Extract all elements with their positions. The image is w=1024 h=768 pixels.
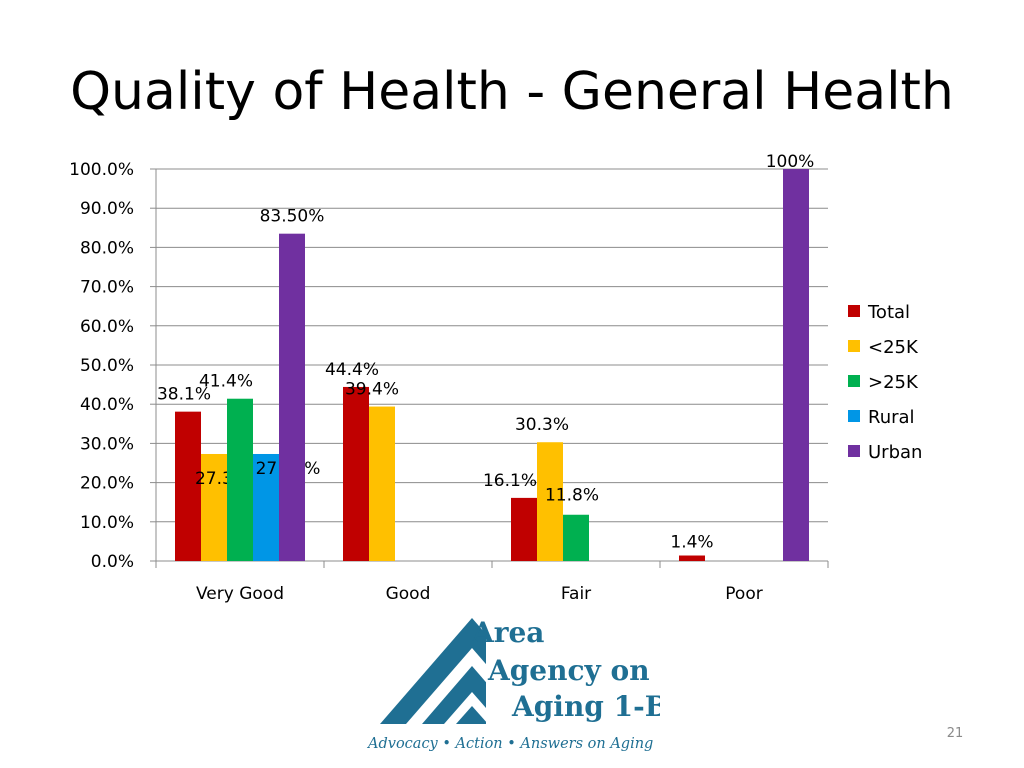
- bar: [227, 398, 253, 561]
- y-tick-label: 50.0%: [80, 356, 134, 376]
- data-label: 11.8%: [545, 486, 599, 506]
- y-tick-label: 90.0%: [80, 199, 134, 219]
- bar: [175, 411, 201, 561]
- data-label: 39.4%: [345, 380, 399, 400]
- data-label: 83.50%: [260, 207, 325, 227]
- bar-chart: 0.0% 10.0% 20.0% 30.0% 40.0% 50.0% 60.0% 70.0% 8…: [69, 152, 922, 604]
- data-label: 30.3%: [515, 415, 569, 435]
- x-tick-label: Very Good: [196, 584, 284, 604]
- y-tick-label: 20.0%: [80, 474, 134, 494]
- y-tick-label: 10.0%: [80, 513, 134, 533]
- legend-swatch: [848, 410, 860, 422]
- bar: [369, 406, 395, 561]
- bar: [201, 453, 227, 561]
- x-tick-label: Poor: [725, 584, 762, 604]
- data-label: 41.4%: [199, 372, 253, 392]
- bar: [783, 169, 809, 561]
- page-number: 21: [946, 726, 964, 741]
- data-label: 100%: [766, 152, 815, 172]
- legend-label: Urban: [868, 442, 922, 463]
- bar: [253, 453, 279, 561]
- y-tick-label: 100.0%: [69, 160, 134, 180]
- logo-line-3: Aging 1-B: [511, 690, 660, 723]
- data-label: 16.1%: [483, 471, 537, 491]
- x-tick-label: Fair: [561, 584, 591, 604]
- data-label: 44.4%: [325, 360, 379, 380]
- y-tick-label: 40.0%: [80, 395, 134, 415]
- bar: [679, 555, 705, 561]
- y-tick-label: 70.0%: [80, 278, 134, 298]
- legend-swatch: [848, 340, 860, 352]
- legend-label: >25K: [868, 372, 919, 393]
- area-agency-logo: Area Agency on Aging 1-B Advocacy • Acti…: [366, 616, 660, 752]
- legend-swatch: [848, 375, 860, 387]
- bar: [563, 514, 589, 561]
- legend-label: Total: [867, 302, 910, 323]
- bar: [279, 233, 305, 561]
- slide-title: Quality of Health - General Health: [70, 62, 954, 122]
- logo-line-1: Area: [471, 616, 544, 649]
- y-tick-label: 0.0%: [91, 552, 134, 572]
- y-tick-label: 30.0%: [80, 434, 134, 454]
- legend-label: Rural: [868, 407, 915, 428]
- data-label: 38.1%: [157, 385, 211, 405]
- y-tick-label: 80.0%: [80, 238, 134, 258]
- logo-line-2: Agency on: [487, 654, 650, 687]
- data-label: 1.4%: [670, 533, 713, 553]
- x-tick-label: Good: [386, 584, 431, 604]
- legend-swatch: [848, 305, 860, 317]
- legend-label: <25K: [868, 337, 919, 358]
- bar: [511, 497, 537, 561]
- bar: [537, 442, 563, 561]
- bar: [343, 386, 369, 561]
- y-tick-label: 60.0%: [80, 317, 134, 337]
- legend-swatch: [848, 445, 860, 457]
- logo-tagline: Advocacy • Action • Answers on Aging: [366, 736, 653, 752]
